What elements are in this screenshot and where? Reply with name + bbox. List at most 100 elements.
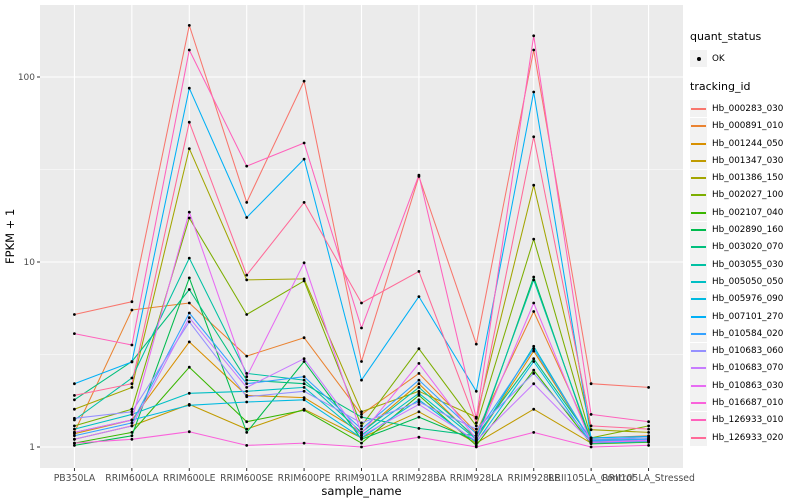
data-point: [474, 342, 478, 346]
data-point: [589, 424, 593, 428]
data-point: [187, 216, 191, 220]
data-point: [130, 413, 134, 416]
data-point: [130, 343, 134, 347]
data-point: [245, 375, 249, 379]
data-point: [130, 300, 134, 304]
data-point: [532, 275, 536, 279]
data-point: [302, 360, 306, 363]
data-point: [245, 278, 249, 282]
data-point: [187, 48, 191, 52]
data-point: [532, 347, 536, 351]
data-point: [417, 410, 421, 414]
data-point: [360, 424, 363, 428]
data-point: [532, 357, 536, 361]
legend-item: Hb_000891_010: [690, 117, 798, 135]
legend-item-label: Hb_010683_070: [712, 363, 784, 374]
x-tick-label: RRIM928LA: [450, 473, 504, 484]
data-point: [360, 326, 363, 330]
data-point: [187, 365, 191, 369]
color-line-icon: [691, 211, 706, 214]
legend-item-label: Hb_010584_020: [712, 328, 784, 339]
data-point: [360, 436, 363, 440]
color-line-icon: [691, 107, 706, 110]
data-point: [417, 427, 421, 430]
x-tick-label: RRIM928LE: [507, 473, 560, 484]
color-line-icon: [691, 436, 706, 439]
data-point: [417, 389, 421, 393]
data-point: [73, 382, 76, 386]
data-point: [360, 434, 363, 438]
data-point: [187, 316, 191, 320]
data-point: [474, 432, 478, 436]
data-point: [647, 420, 650, 424]
legend-item: Hb_000283_030: [690, 100, 798, 118]
data-point: [532, 237, 536, 241]
line-swatch-icon: [690, 377, 707, 395]
color-line-icon: [691, 246, 706, 249]
line-swatch-icon: [690, 117, 707, 135]
data-point: [73, 424, 76, 428]
data-point: [532, 135, 536, 139]
data-point: [417, 295, 421, 298]
data-point: [532, 407, 536, 411]
data-point: [360, 432, 363, 436]
data-point: [187, 86, 191, 90]
data-point: [302, 382, 306, 386]
data-point: [245, 427, 249, 431]
legend-item-label: OK: [712, 53, 725, 64]
data-point: [360, 421, 363, 425]
data-point: [532, 368, 536, 372]
data-point: [187, 430, 191, 434]
data-point: [245, 273, 249, 277]
data-point: [302, 157, 306, 161]
legend-item-label: Hb_001347_030: [712, 155, 784, 166]
data-point: [130, 418, 134, 422]
data-point: [532, 382, 536, 386]
data-point: [187, 340, 191, 344]
legend-item: Hb_126933_020: [690, 429, 798, 447]
legend-item: Hb_005976_090: [690, 290, 798, 308]
legend-item: Hb_010683_070: [690, 359, 798, 377]
data-point: [73, 434, 76, 438]
data-point: [474, 437, 478, 441]
data-point: [302, 389, 306, 393]
legend-item: Hb_126933_010: [690, 411, 798, 429]
data-point: [647, 424, 650, 428]
data-point: [417, 400, 421, 404]
color-line-icon: [691, 367, 706, 370]
legend-item: Hb_016687_010: [690, 394, 798, 412]
data-point: [73, 427, 76, 431]
data-point: [532, 310, 536, 313]
legend-item: Hb_001244_050: [690, 135, 798, 153]
data-point: [532, 48, 536, 52]
data-point: [360, 427, 363, 431]
data-point: [360, 413, 363, 416]
legend-item: Hb_002890_160: [690, 221, 798, 239]
data-point: [532, 360, 536, 363]
color-line-icon: [691, 159, 706, 162]
data-point: [130, 410, 134, 414]
line-swatch-icon: [690, 238, 707, 256]
data-point: [302, 386, 306, 389]
legend-item-label: Hb_126933_010: [712, 415, 784, 426]
legend: quant_status OK tracking_id Hb_000283_03…: [690, 30, 798, 447]
data-point: [417, 398, 421, 402]
data-point: [532, 301, 536, 305]
color-line-icon: [691, 229, 706, 232]
x-tick-label: RRIM928BA: [392, 473, 447, 484]
data-point: [245, 382, 249, 386]
data-point: [73, 416, 76, 420]
line-swatch-icon: [690, 359, 707, 377]
x-tick-label: RRII105LA_Control: [548, 473, 634, 484]
line-swatch-icon: [690, 325, 707, 343]
data-point: [532, 34, 536, 38]
line-swatch-icon: [690, 394, 707, 412]
legend-title-tracking-id: tracking_id: [690, 80, 751, 94]
data-point: [73, 407, 76, 411]
data-point: [187, 301, 191, 305]
legend-item-label: Hb_010683_060: [712, 346, 784, 357]
data-point: [417, 394, 421, 397]
data-point: [360, 415, 363, 419]
data-point: [474, 421, 478, 425]
data-point: [73, 444, 76, 447]
